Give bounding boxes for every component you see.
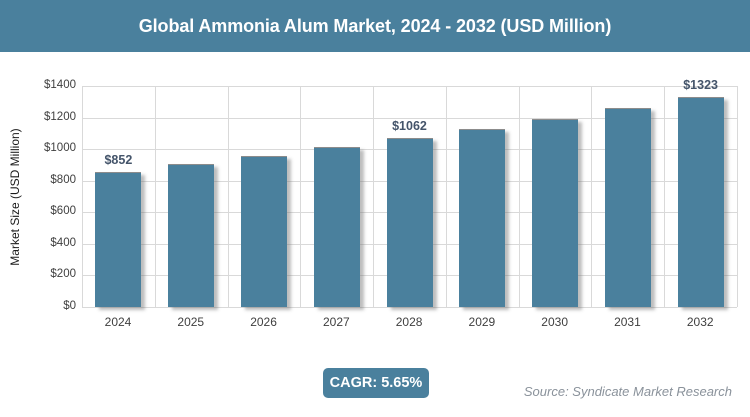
bar bbox=[168, 164, 214, 307]
gridline-vertical bbox=[228, 86, 229, 307]
y-axis-line bbox=[82, 86, 83, 307]
gridline-horizontal bbox=[82, 86, 737, 87]
plot-area bbox=[82, 86, 738, 308]
gridline-horizontal bbox=[82, 307, 737, 308]
x-tick-label: 2028 bbox=[395, 315, 423, 329]
gridline-vertical bbox=[664, 86, 665, 307]
gridline-vertical bbox=[519, 86, 520, 307]
chart-title-bar: Global Ammonia Alum Market, 2024 - 2032 … bbox=[0, 0, 750, 52]
source-credit: Source: Syndicate Market Research bbox=[523, 384, 732, 399]
gridline-vertical bbox=[300, 86, 301, 307]
bar-value-label: $852 bbox=[104, 152, 133, 167]
bar bbox=[605, 108, 651, 307]
gridline-vertical bbox=[446, 86, 447, 307]
gridline-horizontal bbox=[82, 117, 737, 119]
gridline-vertical bbox=[737, 86, 738, 307]
bar bbox=[314, 147, 360, 307]
bar-value-label: $1323 bbox=[683, 78, 718, 93]
y-axis-title: Market Size (USD Million) bbox=[8, 128, 22, 266]
x-tick-label: 2031 bbox=[614, 315, 641, 329]
bar bbox=[459, 129, 505, 307]
bar bbox=[532, 119, 578, 307]
x-tick-label: 2026 bbox=[250, 315, 277, 329]
gridline-vertical bbox=[373, 86, 374, 307]
bar bbox=[241, 156, 287, 307]
y-tick-label: $1000 bbox=[44, 142, 76, 155]
y-tick-label: $1200 bbox=[44, 110, 76, 123]
gridline-vertical bbox=[591, 86, 592, 307]
gridline-vertical bbox=[155, 86, 156, 307]
x-tick-label: 2024 bbox=[104, 315, 132, 329]
chart-title: Global Ammonia Alum Market, 2024 - 2032 … bbox=[138, 15, 612, 36]
x-tick-label: 2027 bbox=[322, 315, 350, 329]
bar bbox=[95, 172, 141, 307]
bar bbox=[678, 97, 724, 307]
y-tick-label: $1400 bbox=[44, 79, 76, 91]
bar bbox=[387, 138, 433, 307]
y-tick-label: $400 bbox=[50, 236, 76, 249]
y-tick-label: $0 bbox=[63, 300, 76, 312]
bar-value-label: $1062 bbox=[392, 119, 427, 134]
y-tick-label: $600 bbox=[50, 205, 76, 218]
x-tick-label: 2030 bbox=[541, 315, 568, 329]
cagr-badge: CAGR: 5.65% bbox=[323, 368, 429, 398]
y-tick-label: $200 bbox=[50, 268, 76, 281]
x-tick-label: 2029 bbox=[468, 315, 496, 329]
x-tick-label: 2025 bbox=[177, 315, 205, 329]
x-tick-label: 2032 bbox=[686, 315, 714, 329]
y-tick-label: $800 bbox=[50, 173, 76, 186]
